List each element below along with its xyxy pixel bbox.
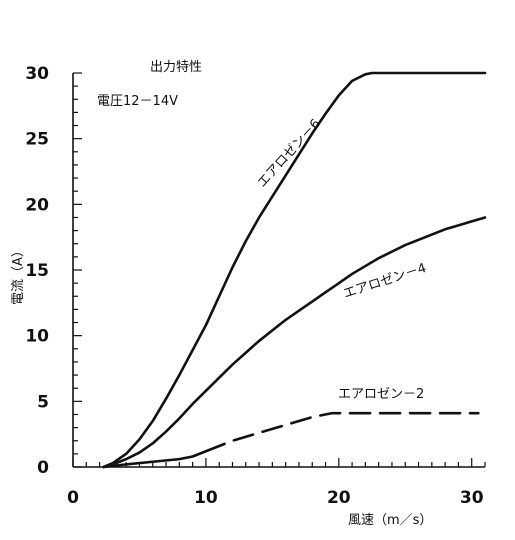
series-line-2-dashed	[204, 411, 480, 453]
series-lines	[102, 71, 487, 469]
series-line-1	[102, 216, 487, 469]
chart-title: 出力特性	[150, 60, 202, 75]
x-axis-label: 風速（m／s）	[348, 513, 432, 528]
y-tick-label: 25	[25, 130, 49, 150]
y-tick-label: 20	[25, 195, 49, 215]
x-tick-label: 20	[327, 488, 351, 508]
y-axis-label: 電流（A）	[11, 244, 26, 305]
y-tick-label: 30	[25, 64, 49, 84]
y-tick-label: 15	[25, 261, 49, 281]
y-tick-label: 0	[37, 458, 49, 478]
text-labels: 出力特性 電圧12－14V 風速（m／s） 電流（A） エアロゼン－6 エアロゼ…	[11, 60, 432, 528]
ticks: 0 10 20 30 0 5 10 15 20 25 30	[25, 64, 486, 508]
series-label-aerogen-2: エアロゼン－2	[338, 387, 424, 402]
x-tick-label: 10	[194, 488, 218, 508]
series-line-2-solid	[102, 449, 208, 469]
x-tick-label: 30	[460, 488, 484, 508]
x-tick-label: 0	[67, 488, 79, 508]
series-label-aerogen-4: エアロゼン－4	[342, 261, 429, 302]
y-tick-label: 5	[37, 392, 49, 412]
series-label-aerogen-6: エアロゼン－6	[255, 117, 324, 191]
chart-subtitle: 電圧12－14V	[97, 94, 178, 109]
series-line-0	[102, 71, 487, 469]
y-tick-label: 10	[25, 327, 49, 347]
